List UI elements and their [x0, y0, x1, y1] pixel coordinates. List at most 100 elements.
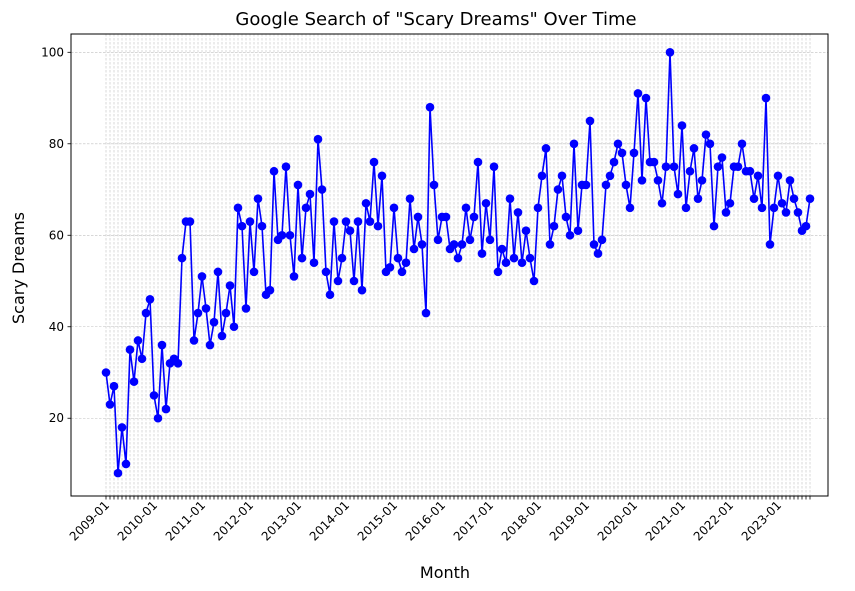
data-point: [609, 157, 619, 167]
data-point: [461, 203, 471, 213]
data-point: [673, 189, 683, 199]
data-point: [413, 212, 423, 222]
data-point: [793, 208, 803, 217]
data-point: [173, 359, 183, 368]
data-point: [313, 134, 323, 144]
data-point: [321, 267, 331, 277]
data-point: [341, 217, 351, 226]
data-point: [721, 208, 731, 217]
data-point: [605, 171, 615, 181]
data-series: [101, 48, 815, 478]
data-point: [669, 162, 679, 171]
data-point: [433, 235, 443, 245]
y-axis-label: Scary Dreams: [9, 212, 28, 324]
data-point: [529, 276, 539, 286]
data-point: [653, 176, 663, 185]
y-tick-label: 80: [49, 137, 64, 151]
data-point: [241, 304, 251, 313]
data-point: [565, 230, 575, 240]
data-point: [141, 308, 151, 318]
data-point: [569, 139, 579, 149]
grid: [71, 34, 828, 496]
data-point: [517, 258, 527, 268]
data-point: [621, 180, 631, 190]
data-point: [357, 285, 367, 295]
data-point: [353, 217, 363, 226]
data-point: [369, 157, 379, 167]
data-point: [293, 180, 303, 190]
data-point: [593, 249, 603, 258]
data-point: [597, 235, 607, 245]
data-point: [117, 423, 127, 432]
data-point: [733, 162, 743, 171]
plot-frame: [70, 33, 829, 497]
data-point: [613, 139, 623, 149]
data-point: [309, 258, 319, 268]
data-point: [405, 194, 415, 203]
x-axis-label: Month: [420, 563, 470, 582]
data-point: [133, 336, 143, 345]
data-point: [205, 340, 215, 350]
data-point: [533, 203, 543, 213]
data-point: [777, 198, 787, 208]
data-point: [757, 203, 767, 213]
data-point: [153, 413, 163, 423]
data-point: [297, 253, 307, 263]
data-point: [249, 267, 259, 277]
data-point: [553, 185, 563, 194]
data-point: [689, 144, 699, 153]
data-point: [617, 148, 627, 158]
data-point: [257, 221, 267, 231]
data-point: [641, 93, 651, 103]
data-point: [449, 240, 459, 249]
data-point: [157, 340, 167, 350]
data-point: [769, 203, 779, 213]
data-point: [289, 272, 299, 281]
data-point: [325, 290, 335, 300]
data-point: [161, 404, 171, 414]
data-point: [725, 198, 735, 208]
data-point: [789, 194, 799, 203]
data-point: [521, 226, 531, 235]
data-point: [549, 221, 559, 231]
data-point: [649, 157, 659, 167]
data-point: [753, 171, 763, 181]
data-point: [453, 253, 463, 263]
data-point: [765, 240, 775, 249]
data-point: [701, 130, 711, 139]
data-point: [633, 89, 643, 98]
data-point: [481, 198, 491, 208]
data-point: [425, 102, 435, 112]
data-point: [409, 244, 419, 254]
data-point: [145, 295, 155, 304]
data-point: [525, 253, 535, 263]
data-point: [581, 180, 591, 190]
data-point: [629, 148, 639, 158]
data-point: [625, 203, 635, 213]
data-point: [513, 208, 523, 217]
data-point: [201, 304, 211, 313]
data-point: [333, 276, 343, 286]
data-point: [225, 281, 235, 290]
data-point: [277, 230, 287, 240]
data-point: [109, 381, 119, 391]
data-point: [737, 139, 747, 149]
data-point: [229, 322, 239, 332]
data-point: [473, 157, 483, 167]
data-point: [401, 258, 411, 268]
data-point: [441, 212, 451, 222]
data-point: [101, 368, 111, 377]
data-point: [661, 162, 671, 171]
data-point: [125, 345, 135, 354]
data-point: [709, 221, 719, 231]
data-point: [365, 217, 375, 226]
data-point: [469, 212, 479, 222]
data-point: [189, 336, 199, 345]
data-point: [761, 93, 771, 103]
data-point: [361, 198, 371, 208]
data-point: [677, 121, 687, 130]
data-point: [385, 262, 395, 272]
data-point: [713, 162, 723, 171]
data-point: [177, 253, 187, 263]
